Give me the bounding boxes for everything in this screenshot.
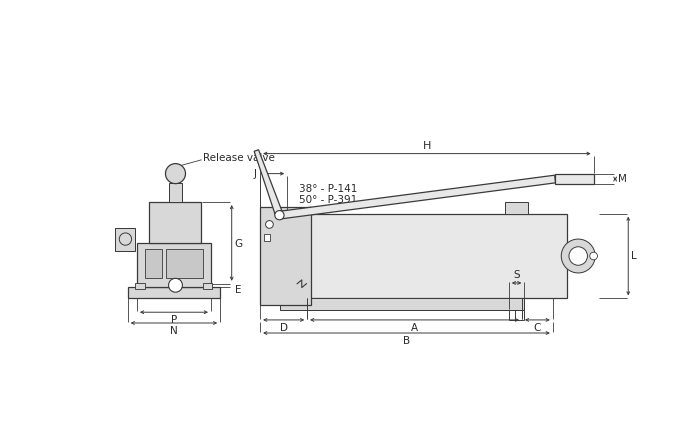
- Bar: [137, 243, 211, 287]
- Text: 50° - P-391: 50° - P-391: [299, 195, 357, 205]
- Text: H: H: [423, 141, 431, 151]
- Bar: [505, 202, 528, 213]
- Text: S: S: [513, 270, 520, 280]
- Text: D: D: [280, 323, 288, 333]
- Bar: [135, 283, 145, 289]
- Text: J: J: [253, 168, 256, 179]
- Circle shape: [569, 247, 587, 265]
- Bar: [169, 183, 181, 202]
- Text: P: P: [171, 315, 177, 325]
- Bar: [280, 213, 567, 298]
- Text: E: E: [234, 285, 241, 295]
- Bar: [203, 283, 213, 289]
- Text: C: C: [533, 323, 541, 333]
- Polygon shape: [279, 175, 556, 219]
- Circle shape: [169, 278, 183, 292]
- Text: 38° - P-141: 38° - P-141: [299, 184, 357, 194]
- Bar: [280, 298, 524, 310]
- Text: N: N: [170, 326, 178, 336]
- Circle shape: [275, 210, 284, 220]
- Text: G: G: [234, 239, 243, 249]
- Bar: [264, 234, 270, 241]
- Polygon shape: [254, 150, 283, 216]
- Circle shape: [119, 233, 132, 245]
- Text: M: M: [618, 174, 627, 184]
- Bar: [149, 202, 201, 243]
- Bar: [167, 249, 203, 278]
- Text: A: A: [411, 323, 418, 333]
- Text: Release valve: Release valve: [203, 153, 275, 163]
- Bar: [145, 249, 162, 278]
- Circle shape: [561, 239, 595, 273]
- Text: B: B: [403, 336, 410, 346]
- Text: L: L: [631, 251, 637, 261]
- Circle shape: [589, 252, 598, 260]
- Bar: [116, 227, 136, 251]
- Circle shape: [265, 220, 273, 228]
- Bar: [260, 207, 311, 304]
- Circle shape: [165, 164, 186, 184]
- Bar: [127, 287, 220, 298]
- Bar: [555, 174, 594, 184]
